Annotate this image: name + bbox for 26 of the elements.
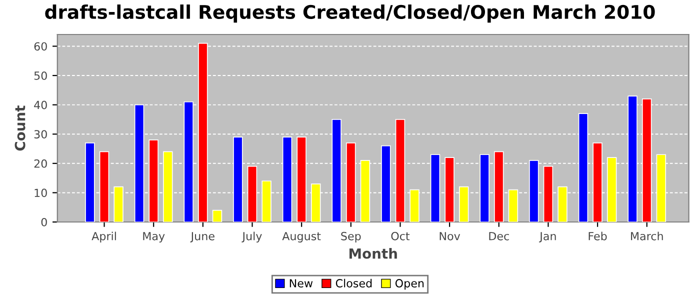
x-tick-label: Jan: [539, 232, 556, 242]
x-axis-title: Month: [349, 248, 397, 259]
y-axis-title: Count: [14, 105, 26, 151]
x-tick-label: August: [282, 232, 321, 242]
legend-label: New: [290, 279, 313, 288]
x-tick-label: May: [143, 232, 165, 242]
y-tick-label: 20: [34, 159, 47, 168]
y-tick-label: 40: [34, 100, 47, 110]
y-tick-label: 10: [34, 188, 47, 198]
y-tick-label: 50: [34, 71, 47, 80]
legend-label: Open: [395, 279, 424, 290]
y-tick-label: 30: [34, 130, 47, 138]
chart-title: drafts-lastcall Requests Created/Closed/Open March 2010: [45, 4, 655, 23]
x-tick-label: Feb: [588, 232, 607, 240]
x-tick-label: April: [92, 232, 116, 242]
x-tick-label: Nov: [440, 232, 460, 240]
x-tick-label: June: [190, 232, 214, 242]
x-tick-label: Dec: [489, 232, 509, 240]
x-tick-label: March: [631, 232, 663, 240]
legend-label: Closed: [336, 278, 372, 288]
x-tick-label: Oct: [391, 232, 410, 240]
y-tick-label: 0: [41, 218, 47, 226]
x-tick-label: July: [242, 232, 262, 242]
x-tick-label: Sep: [341, 232, 361, 242]
y-tick-label: 60: [34, 42, 47, 51]
bar: [212, 210, 222, 222]
